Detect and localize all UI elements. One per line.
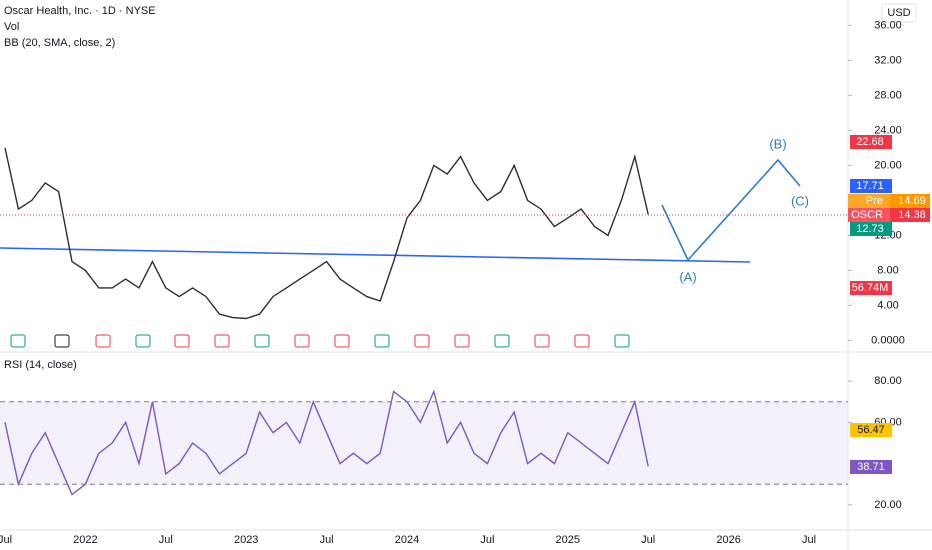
earnings-icon — [10, 334, 26, 348]
x-tick-label: Jul — [320, 534, 334, 546]
price-badge-prefix-text: Pre — [866, 195, 883, 207]
price-badge — [850, 281, 892, 295]
header-title: Oscar Health, Inc. · 1D · NYSE — [4, 5, 156, 17]
price-badge — [890, 208, 930, 222]
x-tick-label: Jul — [641, 534, 655, 546]
currency-button[interactable] — [881, 3, 917, 23]
earnings-icon — [54, 334, 70, 348]
y-tick-label: 28.00 — [874, 89, 902, 101]
y-tick-label: 80.00 — [874, 375, 902, 387]
wave-label: (C) — [791, 193, 809, 208]
header-vol: Vol — [4, 21, 19, 33]
earnings-icon — [95, 334, 111, 348]
price-badge-text: 14.69 — [898, 195, 926, 207]
earnings-icon — [494, 334, 510, 348]
x-tick-label: 2023 — [234, 534, 258, 546]
x-tick-label: Jul — [802, 534, 816, 546]
price-badge-prefix — [848, 208, 890, 222]
x-tick-label: Jul — [480, 534, 494, 546]
trendline — [0, 247, 751, 263]
earnings-icon — [574, 334, 590, 348]
wave-label: (B) — [769, 136, 786, 151]
price-badge — [850, 179, 892, 193]
currency[interactable]: USD — [887, 7, 910, 19]
series-line — [4, 147, 649, 320]
series-line — [4, 389, 649, 496]
header-rsi: RSI (14, close) — [4, 359, 77, 371]
price-badge-text: 56.74M — [852, 282, 889, 294]
earnings-icon — [174, 334, 190, 348]
price-badge — [850, 222, 892, 236]
y-tick-label: 20.00 — [874, 159, 902, 171]
x-tick-label: 2025 — [556, 534, 580, 546]
x-tick-label: Jul — [0, 534, 12, 546]
rsi-badge-text: 38.71 — [857, 461, 885, 473]
header-bb: BB (20, SMA, close, 2) — [4, 37, 115, 49]
price-badge-text: 22.68 — [856, 136, 884, 148]
price-badge-text: 12.73 — [856, 223, 884, 235]
y-tick-label: 8.00 — [877, 264, 898, 276]
y-tick-label: 0.0000 — [871, 334, 905, 346]
earnings-icon — [454, 334, 470, 348]
price-badge-text: 14.38 — [898, 209, 926, 221]
earnings-icon — [294, 334, 310, 348]
earnings-icon — [534, 334, 550, 348]
x-tick-label: Jul — [159, 534, 173, 546]
earnings-icon — [254, 334, 270, 348]
y-tick-label: 36.00 — [874, 19, 902, 31]
price-badge-prefix-text: OSCR — [851, 209, 883, 221]
wave-lines — [661, 158, 801, 262]
rsi-badge-text: 56.47 — [857, 424, 885, 436]
earnings-icon — [135, 334, 151, 348]
rsi-badge — [850, 423, 892, 437]
y-tick-label: 4.00 — [877, 299, 898, 311]
earnings-icon — [334, 334, 350, 348]
y-tick-label: 20.00 — [874, 499, 902, 511]
y-tick-label: 32.00 — [874, 54, 902, 66]
earnings-icon — [414, 334, 430, 348]
price-badge — [850, 135, 892, 149]
x-tick-label: 2024 — [395, 534, 419, 546]
earnings-icon — [614, 334, 630, 348]
price-badge-prefix — [848, 194, 890, 208]
price-badge-text: 17.71 — [856, 180, 884, 192]
earnings-icon — [214, 334, 230, 348]
price-badge — [890, 194, 930, 208]
wave-label: (A) — [679, 269, 696, 284]
x-tick-label: 2022 — [73, 534, 97, 546]
earnings-icon — [374, 334, 390, 348]
x-tick-label: 2026 — [716, 534, 740, 546]
rsi-badge — [850, 460, 892, 474]
y-tick-label: 24.00 — [874, 124, 902, 136]
